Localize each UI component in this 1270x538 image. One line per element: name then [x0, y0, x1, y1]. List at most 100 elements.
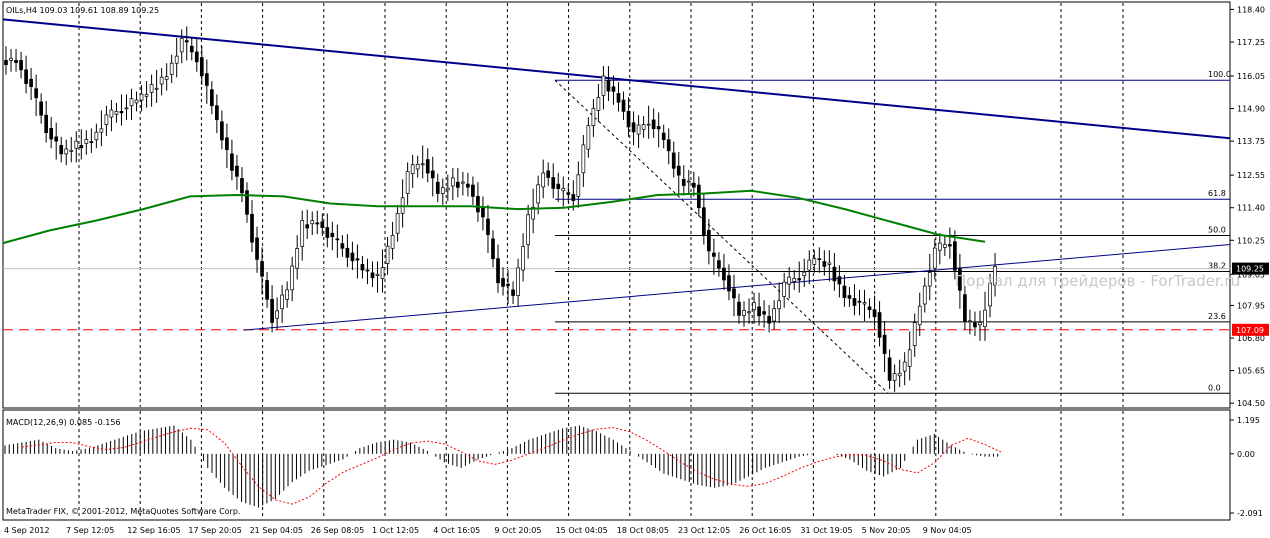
candle-body [204, 73, 209, 86]
macd-pane[interactable] [2, 409, 1231, 521]
macd-tick-label: 0.00 [1237, 450, 1255, 459]
candle-body [872, 309, 877, 318]
candle-body [556, 183, 561, 189]
candle-body [782, 281, 787, 297]
candle-body [817, 258, 822, 261]
candle-body [752, 302, 756, 311]
candle-body [94, 131, 99, 141]
trend-lines[interactable] [2, 18, 1231, 331]
price-tick-label: 104.50 [1237, 399, 1265, 408]
price-tick-label: 109.05 [1237, 270, 1265, 279]
time-tick-label: 17 Sep 20:05 [188, 526, 241, 535]
time-tick-label: 12 Sep 16:05 [127, 526, 180, 535]
candle-body [973, 322, 977, 328]
candle-body [852, 298, 857, 306]
candle-body [164, 76, 169, 80]
candle-body [666, 139, 671, 152]
candle-body [546, 170, 551, 178]
candle-body [772, 308, 776, 322]
watermark-text: Портал для трейдеров - ForTrader.ru [955, 272, 1240, 290]
candle-body [64, 148, 69, 155]
candle-body [616, 93, 621, 103]
candle-body [59, 145, 64, 155]
candle-body [315, 222, 320, 225]
candle-body [948, 244, 952, 247]
candle-body [39, 101, 43, 116]
candle-body [330, 232, 335, 238]
vertical-grid [78, 3, 1124, 519]
candle-body [707, 230, 711, 252]
price-tick-label: 112.55 [1237, 171, 1265, 180]
candle-body [250, 213, 254, 243]
candle-body [415, 163, 420, 170]
candle-body [496, 258, 500, 284]
candle-body [270, 298, 274, 323]
candle-body [209, 89, 214, 107]
candle-body [461, 181, 465, 184]
ma-path [2, 189, 986, 245]
candle-body [255, 237, 259, 260]
candle-body [963, 294, 967, 322]
time-tick-label: 23 Oct 12:05 [678, 526, 730, 535]
fibonacci-retracement[interactable]: 100.0 61.8 50.0 38.2 23.6 0.0 [3, 70, 1231, 394]
candle-body [932, 247, 937, 269]
support-price-label: 107.09 [1236, 326, 1264, 335]
candle-body [822, 261, 827, 267]
candle-body [370, 272, 375, 279]
time-tick-label: 1 Oct 12:05 [372, 526, 419, 535]
candle-body [646, 123, 651, 126]
candle-body [837, 276, 842, 285]
candle-body [29, 78, 33, 87]
candle-body [300, 220, 305, 247]
candle-body [4, 60, 8, 66]
candle-body [897, 372, 902, 377]
macd-tick-label: 1.195 [1237, 416, 1260, 425]
candle-body [385, 245, 390, 264]
candle-body [727, 275, 731, 292]
time-tick-label: 7 Sep 12:05 [66, 526, 114, 535]
candle-body [686, 180, 691, 183]
candle-body [129, 98, 134, 107]
candle-body [566, 192, 571, 195]
candle-body [591, 107, 596, 126]
candle-body [927, 272, 932, 287]
candle-body [656, 126, 661, 130]
time-tick-label: 26 Oct 16:05 [739, 526, 791, 535]
candle-body [486, 218, 490, 235]
candle-body [892, 373, 897, 381]
copyright-text: MetaTrader FIX, © 2001-2012, MetaQuotes … [6, 507, 240, 516]
candle-body [220, 121, 224, 141]
candlestick-series [4, 26, 997, 392]
candle-body [425, 159, 430, 174]
candle-body [169, 62, 174, 75]
candle-body [676, 165, 681, 176]
candle-body [435, 181, 440, 194]
fib-level-label: 23.6 [1208, 312, 1226, 321]
candle-body [215, 105, 219, 121]
candle-body [481, 207, 485, 218]
candle-body [767, 315, 771, 324]
candle-body [89, 141, 94, 143]
price-tick-label: 107.95 [1237, 301, 1265, 310]
candle-body [194, 51, 199, 63]
candle-body [240, 178, 244, 194]
candle-body [235, 165, 239, 177]
candle-body [571, 194, 576, 201]
candle-body [420, 163, 425, 166]
candle-body [586, 125, 591, 150]
candle-body [501, 278, 505, 287]
candle-body [531, 206, 536, 220]
candle-body [882, 334, 887, 354]
candle-body [476, 196, 480, 213]
candle-body [365, 269, 370, 272]
main-price-pane[interactable] [2, 1, 1231, 409]
candle-body [260, 261, 264, 277]
candle-body [275, 310, 279, 319]
candle-body [561, 188, 566, 192]
candle-body [139, 93, 144, 101]
fib-level-label: 100.0 [1208, 70, 1231, 79]
candle-body [280, 294, 284, 310]
candle-body [551, 177, 556, 189]
candle-body [737, 301, 741, 316]
